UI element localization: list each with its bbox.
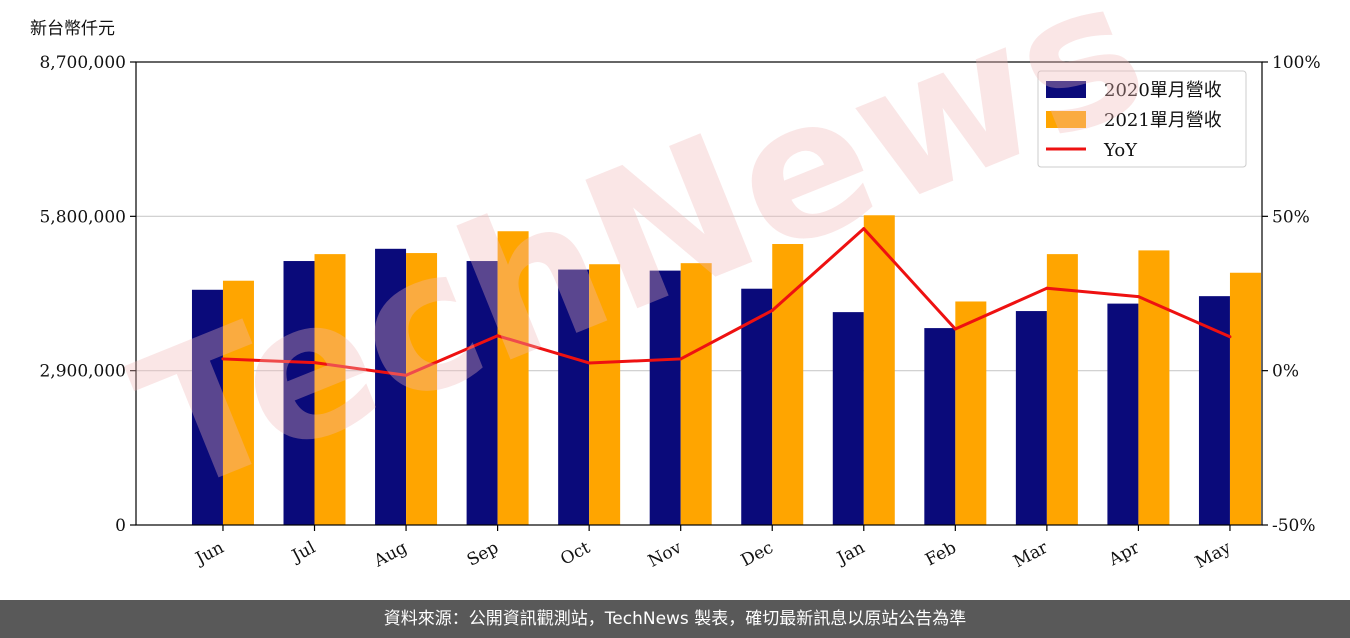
yoy-point-mar [1045, 286, 1049, 290]
bar-2020-nov [649, 270, 681, 525]
bar-2020-dec [741, 288, 773, 525]
bar-2021-dec [772, 244, 804, 525]
x-tick-label: Feb [922, 538, 960, 571]
x-tick-label: Dec [738, 538, 777, 571]
bar-2021-nov [680, 263, 712, 525]
yoy-point-sep [496, 334, 500, 338]
bar-2020-jun [191, 289, 223, 525]
yoy-point-apr [1136, 295, 1140, 299]
x-tick-label: Apr [1105, 537, 1144, 570]
bar-2021-feb [955, 301, 987, 525]
bars [191, 215, 1261, 525]
x-tick-label: May [1192, 538, 1235, 573]
axes [135, 61, 1263, 526]
bar-2021-sep [497, 231, 529, 525]
bar-2020-jan [832, 312, 864, 525]
bar-2020-jul [283, 261, 315, 525]
yoy-point-feb [953, 327, 957, 331]
source-footer: 資料來源：公開資訊觀測站，TechNews 製表，確切最新訊息以原站公告為準 [0, 600, 1350, 638]
yoy-line [222, 227, 1231, 377]
x-tick-label: Mar [1010, 537, 1052, 572]
bar-2021-mar [1046, 254, 1078, 525]
y2-tick-label: 100% [1272, 53, 1321, 73]
y2-tick-label: -50% [1272, 516, 1316, 536]
yoy-line-layer [221, 227, 1232, 377]
x-tick-label: Aug [370, 538, 410, 572]
x-tick-label: Jan [832, 538, 868, 570]
bar-2021-oct [589, 264, 621, 525]
x-tick-label: Nov [645, 538, 685, 572]
yoy-point-oct [587, 361, 591, 365]
x-tick-label: Jul [287, 538, 319, 567]
legend: 2020單月營收 2021單月營收 YoY [1037, 70, 1247, 168]
bar-2020-oct [558, 269, 590, 525]
y-tick-label: 0 [115, 516, 126, 536]
plot-frame [135, 61, 1263, 526]
yoy-point-aug [404, 373, 408, 377]
x-tick-label: Sep [464, 538, 502, 571]
yoy-point-nov [679, 357, 683, 361]
y2-tick-label: 0% [1272, 362, 1299, 382]
bar-2020-feb [924, 328, 956, 525]
revenue-chart: 0 2,900,000 5,800,000 8,700,000 -50% 0% 50% 100… [39, 53, 1321, 573]
bar-2020-aug [375, 248, 407, 525]
y-tick-label: 2,900,000 [39, 362, 126, 382]
legend-swatch [1046, 81, 1086, 98]
yoy-point-jul [313, 361, 317, 365]
bar-2020-apr [1107, 303, 1139, 525]
legend-label: YoY [1103, 140, 1138, 161]
yoy-point-jun [221, 357, 225, 361]
bar-2021-jun [222, 280, 254, 525]
yoy-point-may [1228, 335, 1232, 339]
bar-2021-jan [863, 215, 895, 525]
bar-2020-mar [1015, 311, 1047, 525]
legend-swatch [1046, 111, 1086, 128]
footer-text: 資料來源：公開資訊觀測站，TechNews 製表，確切最新訊息以原站公告為準 [383, 609, 967, 629]
legend-label: 2020單月營收 [1104, 80, 1222, 101]
yoy-point-jan [862, 227, 866, 231]
bar-2021-apr [1138, 250, 1170, 525]
yoy-point-dec [770, 308, 774, 312]
y-axis-unit-label: 新台幣仟元 [30, 19, 115, 39]
bar-2021-jul [314, 254, 346, 525]
bar-2021-may [1229, 272, 1261, 525]
bar-2021-aug [406, 253, 438, 525]
legend-label: 2021單月營收 [1104, 110, 1222, 131]
y-tick-label: 8,700,000 [39, 53, 126, 73]
bar-2020-sep [466, 261, 498, 525]
y2-tick-label: 50% [1272, 207, 1310, 227]
x-tick-label: Jun [191, 538, 228, 570]
x-tick-label: Oct [557, 538, 593, 570]
legend-box [1037, 70, 1247, 168]
y-tick-label: 5,800,000 [39, 207, 126, 227]
